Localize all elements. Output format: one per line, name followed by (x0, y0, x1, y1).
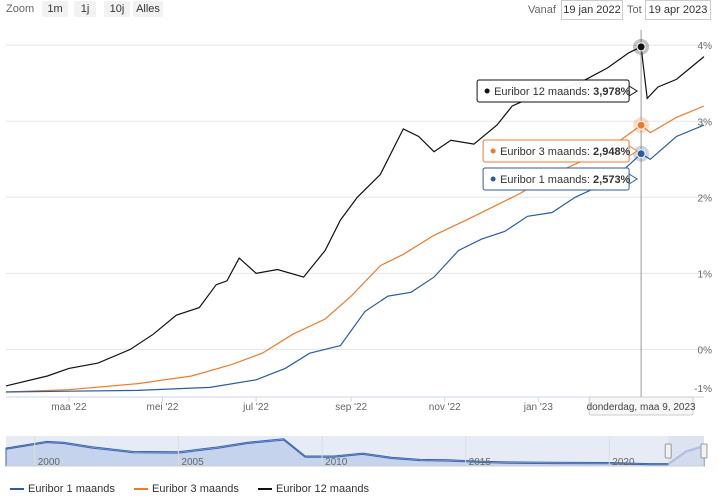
tooltip-pointer (628, 85, 639, 97)
zoom-10j-button[interactable]: 10j (104, 1, 130, 17)
legend: Euribor 1 maands Euribor 3 maands Euribo… (0, 480, 718, 500)
tooltips: Euribor 12 maands: 3,978% Euribor 3 maand… (476, 79, 639, 191)
x-tick-label: nov '22 (429, 402, 461, 413)
series-line (5, 124, 705, 393)
crosshair-date-label: donderdag, maa 9, 2023 (587, 396, 696, 416)
y-tick-label: -1% (694, 384, 712, 395)
legend-line-3m (134, 488, 148, 491)
x-tick-label: maa '22 (51, 402, 87, 413)
series-marker (636, 149, 646, 159)
tooltip-text: Euribor 1 maands: 2,573% (500, 174, 630, 186)
tooltip-pointer (628, 145, 639, 157)
y-tick-label: 4% (698, 41, 713, 52)
y-tick-label: 0% (698, 345, 713, 356)
x-axis: maa '22 mei '22 jul '22 sep '22 nov '22 jan '… (51, 397, 553, 413)
legend-item-euribor-1m[interactable]: Euribor 1 maands (10, 483, 115, 495)
from-date-input[interactable]: 19 jan 2022 (561, 0, 623, 20)
date-label-box (588, 396, 694, 416)
series-line (5, 45, 705, 387)
navigator-series (5, 438, 705, 467)
legend-label-3m: Euribor 3 maands (152, 483, 239, 495)
zoom-1j-button[interactable]: 1j (74, 1, 96, 17)
navigator-series-secondary (5, 439, 705, 466)
x-tick-label: jan '23 (523, 402, 554, 413)
zoom-all-button[interactable]: Alles (133, 1, 163, 17)
tooltip-pointer (628, 173, 639, 185)
legend-item-euribor-12m[interactable]: Euribor 12 maands (258, 483, 369, 495)
tooltip-text: Euribor 3 maands: 2,948% (500, 146, 630, 158)
tooltip-series-value: 2,948% (593, 146, 631, 158)
legend-label-1m: Euribor 1 maands (28, 483, 115, 495)
tooltip-series-name: Euribor 12 maands: (494, 86, 593, 98)
legend-item-euribor-3m[interactable]: Euribor 3 maands (134, 483, 239, 495)
tooltip-bullet (484, 88, 490, 94)
y-axis: 4% 3% 2% 1% 0% -1% (694, 41, 712, 395)
date-label-text: donderdag, maa 9, 2023 (587, 402, 696, 413)
x-tick-label: jul '22 (242, 402, 269, 413)
tooltip-series-name: Euribor 1 maands: (500, 174, 593, 186)
hover-markers (633, 38, 650, 162)
navigator-tick-label: 2000 (38, 457, 61, 468)
legend-line-12m (258, 488, 272, 491)
navigator-tick-label: 2015 (469, 457, 492, 468)
tooltip-bullet (490, 176, 496, 182)
to-date-input[interactable]: 19 apr 2023 (645, 0, 711, 20)
tooltip-bullet (490, 148, 496, 154)
tooltip-series-value: 2,573% (593, 174, 631, 186)
series-line (5, 105, 705, 393)
tooltip-series-name: Euribor 3 maands: (500, 146, 593, 158)
navigator-tick-label: 2005 (181, 457, 204, 468)
series-marker (636, 120, 646, 130)
from-label: Vanaf (528, 4, 556, 16)
zoom-1m-button[interactable]: 1m (42, 1, 68, 17)
range-selector: Zoom 1m 1j 10j Alles Vanaf 19 jan 2022 T… (0, 0, 718, 24)
navigator-selection (668, 436, 704, 466)
y-tick-label: 2% (698, 193, 713, 204)
x-tick-label: sep '22 (335, 402, 367, 413)
to-label: Tot (627, 4, 642, 16)
grid (6, 44, 704, 398)
navigator-handle-right (700, 443, 708, 459)
zoom-label: Zoom (6, 3, 35, 15)
tooltip-text: Euribor 12 maands: 3,978% (494, 86, 631, 98)
legend-label-12m: Euribor 12 maands (276, 483, 369, 495)
y-tick-label: 3% (698, 117, 713, 128)
navigator-tick-label: 2020 (612, 457, 635, 468)
legend-line-1m (10, 488, 24, 491)
series-marker (636, 42, 646, 52)
chart[interactable]: 4% 3% 2% 1% 0% -1% maa '22 mei '22 jul '22 sep '… (0, 0, 718, 480)
tooltip-series-value: 3,978% (593, 86, 631, 98)
navigator-tick-label: 2010 (325, 457, 348, 468)
y-tick-label: 1% (698, 269, 713, 280)
x-tick-label: mei '22 (147, 402, 179, 413)
navigator[interactable]: 2000 2005 2010 2015 2020 (5, 436, 708, 468)
navigator-handle-left (664, 443, 672, 459)
